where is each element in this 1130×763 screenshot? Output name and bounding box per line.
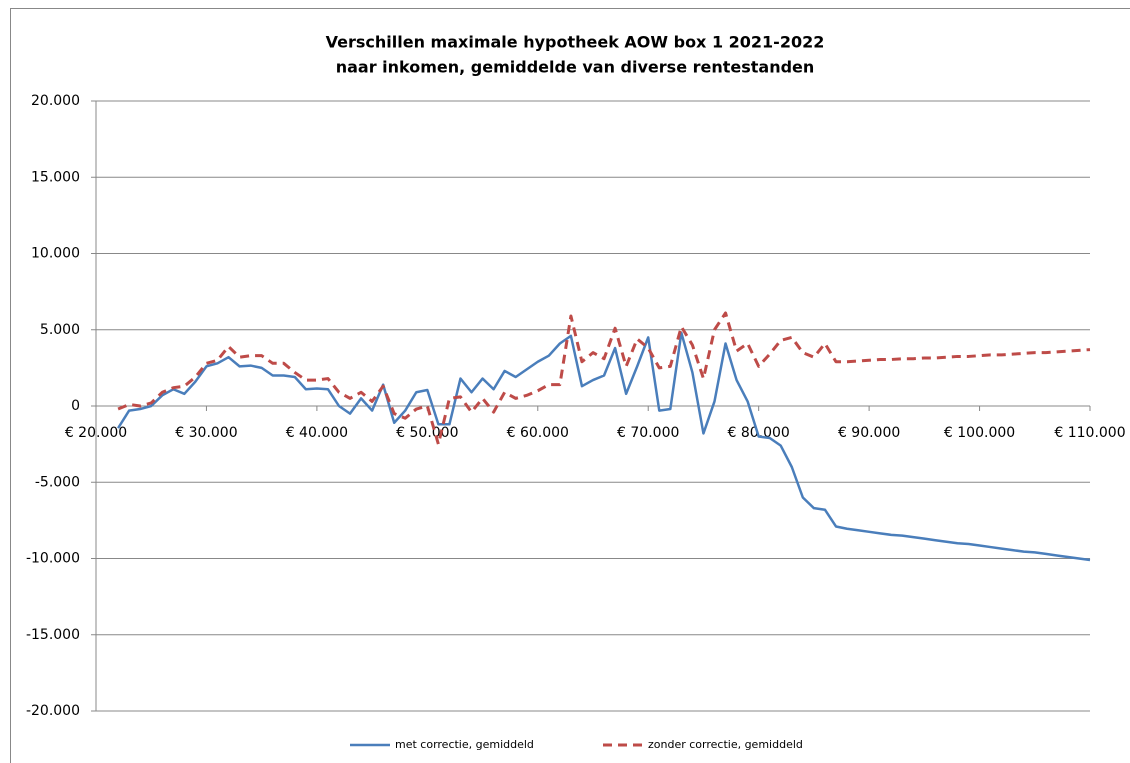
y-tick-label: 20.000 [31,93,80,109]
y-tick-label: 15.000 [31,169,80,185]
x-tick-label: € 110.000 [1054,425,1125,441]
legend-label: zonder correctie, gemiddeld [648,738,803,751]
y-tick-label: -20.000 [26,703,80,719]
y-tick-label: -15.000 [26,627,80,643]
legend-label: met correctie, gemiddeld [395,738,534,751]
chart-frame [10,8,1130,763]
y-tick-label: -10.000 [26,551,80,567]
x-tick-label: € 30.000 [175,425,237,441]
chart-subtitle: naar inkomen, gemiddelde van diverse ren… [336,58,815,77]
x-tick-label: € 20.000 [65,425,127,441]
chart-title: Verschillen maximale hypotheek AOW box 1… [326,33,825,52]
x-tick-label: € 70.000 [617,425,679,441]
data-line [117,311,1091,446]
y-tick-label: 5.000 [40,322,80,338]
y-tick-label: 0 [71,398,80,414]
x-tick-label: € 50.000 [396,425,458,441]
y-tick-label: -5.000 [35,474,80,490]
x-tick-label: € 90.000 [838,425,900,441]
data-line [117,331,1091,562]
y-tick-label: 10.000 [31,246,80,262]
x-tick-label: € 60.000 [507,425,569,441]
x-tick-label: € 40.000 [286,425,348,441]
x-tick-label: € 100.000 [944,425,1015,441]
